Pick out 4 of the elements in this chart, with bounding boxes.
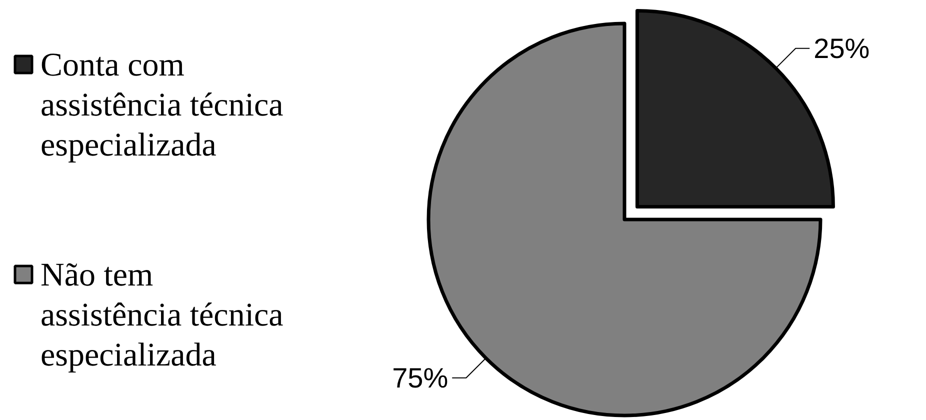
data-label: 25% xyxy=(814,32,870,64)
legend-label: Não tem assistência técnica especializada xyxy=(40,258,284,374)
legend-label: Conta com assistência técnica especializada xyxy=(40,48,284,164)
data-label: 75% xyxy=(392,362,448,394)
